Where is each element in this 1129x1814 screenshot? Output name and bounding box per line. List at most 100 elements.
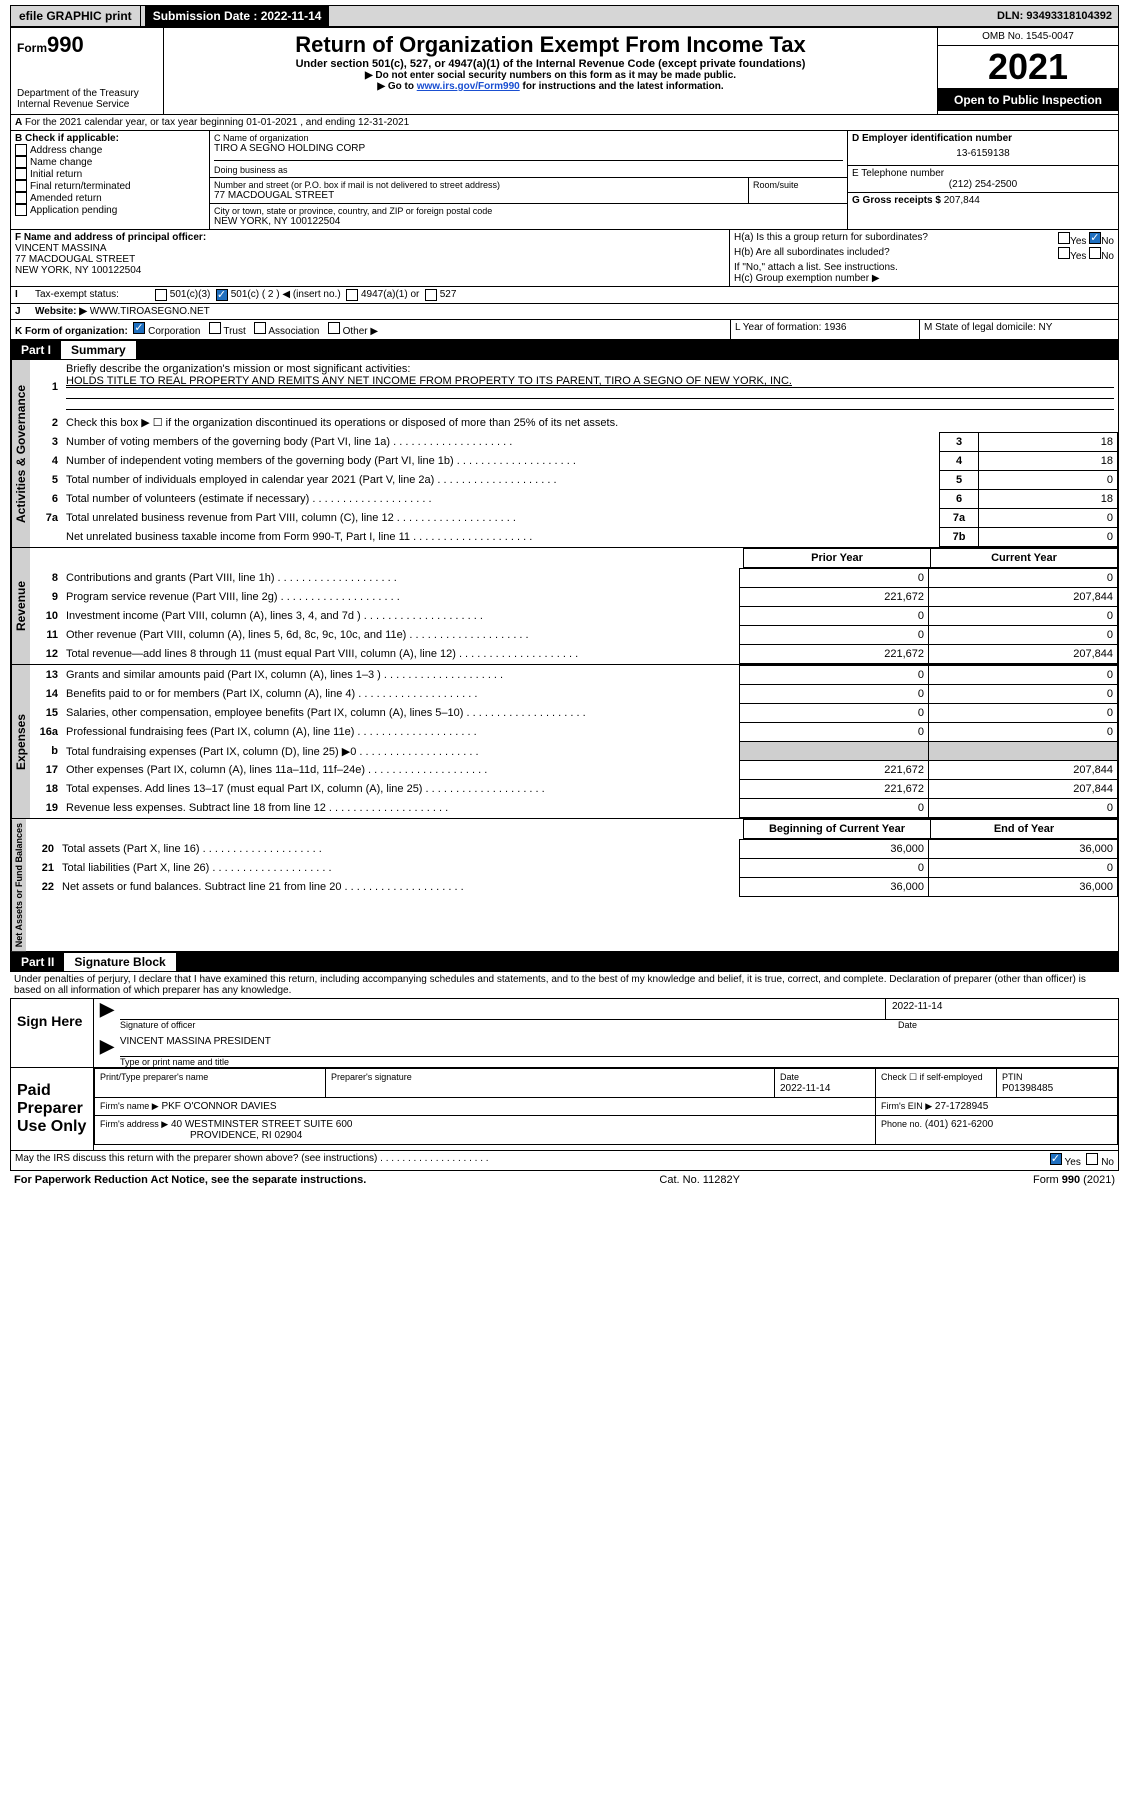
form-header: Form990 Department of the Treasury Inter… [10, 27, 1119, 115]
summary-row: 4Number of independent voting members of… [30, 452, 1118, 471]
form-title: Return of Organization Exempt From Incom… [170, 32, 931, 58]
discuss-row: May the IRS discuss this return with the… [10, 1151, 1119, 1171]
opt-address-change: Address change [30, 145, 102, 156]
opt-final-return: Final return/terminated [30, 181, 131, 192]
org-name: TIRO A SEGNO HOLDING CORP [214, 143, 843, 154]
paid-preparer-label: Paid Preparer Use Only [11, 1068, 93, 1150]
hb-yes: Yes [1070, 251, 1086, 262]
k-label: K Form of organization: [15, 326, 128, 337]
data-row: 21Total liabilities (Part X, line 26)00 [26, 859, 1118, 878]
prep-date-label: Date [780, 1072, 799, 1082]
prep-ptin-value: P01398485 [1002, 1083, 1053, 1094]
chk-hb-yes[interactable] [1058, 247, 1070, 259]
chk-discuss-no[interactable] [1086, 1153, 1098, 1165]
data-row: 20Total assets (Part X, line 16)36,00036… [26, 840, 1118, 859]
vtab-revenue: Revenue [11, 548, 30, 664]
dept-treasury: Department of the Treasury [17, 88, 157, 99]
form-instr-2a: ▶ Go to [377, 81, 416, 92]
firm-addr1: 40 WESTMINSTER STREET SUITE 600 [171, 1119, 353, 1130]
q1-value: HOLDS TITLE TO REAL PROPERTY AND REMITS … [66, 375, 792, 387]
omb-number: OMB No. 1545-0047 [938, 28, 1118, 46]
efile-print-button[interactable]: efile GRAPHIC print [11, 6, 141, 26]
data-row: 19Revenue less expenses. Subtract line 1… [30, 799, 1118, 818]
chk-amended-return[interactable] [15, 192, 27, 204]
firm-ein-label: Firm's EIN ▶ [881, 1101, 932, 1111]
chk-address-change[interactable] [15, 144, 27, 156]
form-instr-1: ▶ Do not enter social security numbers o… [170, 70, 931, 81]
chk-4947[interactable] [346, 289, 358, 301]
chk-trust[interactable] [209, 322, 221, 334]
form-id-footer: Form 990 (2021) [1033, 1174, 1115, 1186]
open-to-public: Open to Public Inspection [938, 89, 1118, 111]
website-value: WWW.TIROASEGNO.NET [90, 306, 210, 317]
part1-body: Activities & Governance 1 Briefly descri… [10, 360, 1119, 548]
opt-amended-return: Amended return [30, 193, 102, 204]
j-label: Website: ▶ [35, 306, 87, 317]
street-value: 77 MACDOUGAL STREET [214, 190, 744, 201]
opt-application-pending: Application pending [30, 205, 117, 216]
part1-tab: Part I [11, 341, 61, 359]
officer-name: VINCENT MASSINA [15, 243, 725, 254]
vtab-net: Net Assets or Fund Balances [11, 819, 26, 951]
opt-assoc: Association [268, 326, 319, 337]
part1-title: Summary [61, 341, 136, 359]
line-a-text: For the 2021 calendar year, or tax year … [25, 117, 409, 128]
chk-application-pending[interactable] [15, 204, 27, 216]
chk-initial-return[interactable] [15, 168, 27, 180]
vtab-activities: Activities & Governance [11, 360, 30, 547]
form-word: Form [17, 41, 47, 55]
hb-note: If "No," attach a list. See instructions… [734, 262, 1114, 273]
q2-text: Check this box ▶ ☐ if the organization d… [62, 413, 1118, 432]
chk-discuss-yes[interactable] [1050, 1153, 1062, 1165]
chk-501c[interactable] [216, 289, 228, 301]
irs-link[interactable]: www.irs.gov/Form990 [417, 81, 520, 92]
opt-4947: 4947(a)(1) or [361, 289, 419, 301]
data-row: 12Total revenue—add lines 8 through 11 (… [30, 645, 1118, 664]
part2-bar: Part II Signature Block [10, 952, 1119, 972]
data-row: 22Net assets or fund balances. Subtract … [26, 878, 1118, 897]
dept-irs: Internal Revenue Service [17, 99, 157, 110]
street-label: Number and street (or P.O. box if mail i… [214, 180, 744, 190]
chk-527[interactable] [425, 289, 437, 301]
i-label: Tax-exempt status: [35, 289, 155, 301]
phone-value: (212) 254-2500 [852, 179, 1114, 190]
prep-name-label: Print/Type preparer's name [100, 1072, 208, 1082]
opt-527: 527 [440, 289, 457, 301]
chk-corp[interactable] [133, 322, 145, 334]
hb-no: No [1101, 251, 1114, 262]
officer-street: 77 MACDOUGAL STREET [15, 254, 725, 265]
sign-here-label: Sign Here [11, 999, 93, 1067]
ha-label: H(a) Is this a group return for subordin… [734, 232, 1058, 247]
sign-here-block: Sign Here ▶ 2022-11-14 Signature of offi… [10, 998, 1119, 1068]
tax-year: 2021 [938, 46, 1118, 89]
dln-label: DLN: 93493318104392 [991, 7, 1118, 25]
opt-501c3: 501(c)(3) [170, 289, 211, 301]
chk-final-return[interactable] [15, 180, 27, 192]
chk-hb-no[interactable] [1089, 247, 1101, 259]
chk-ha-no[interactable] [1089, 232, 1101, 244]
opt-trust: Trust [223, 326, 245, 337]
q1-label: Briefly describe the organization's miss… [66, 363, 410, 375]
opt-initial-return: Initial return [30, 169, 82, 180]
form-instr-2b: for instructions and the latest informat… [523, 81, 724, 92]
discuss-no: No [1101, 1157, 1114, 1168]
summary-row: 7aTotal unrelated business revenue from … [30, 509, 1118, 528]
m-state: M State of legal domicile: NY [919, 320, 1118, 339]
gross-receipts: 207,844 [944, 195, 980, 206]
netassets-block: Net Assets or Fund Balances Beginning of… [10, 819, 1119, 952]
chk-assoc[interactable] [254, 322, 266, 334]
entity-block: B Check if applicable: Address change Na… [10, 131, 1119, 230]
b-label: B Check if applicable: [15, 133, 205, 144]
prep-ptin-label: PTIN [1002, 1072, 1023, 1082]
opt-corp: Corporation [148, 326, 200, 337]
chk-name-change[interactable] [15, 156, 27, 168]
firm-phone: (401) 621-6200 [925, 1119, 993, 1130]
data-row: bTotal fundraising expenses (Part IX, co… [30, 742, 1118, 761]
dba-label: Doing business as [214, 160, 843, 175]
chk-501c3[interactable] [155, 289, 167, 301]
room-label: Room/suite [753, 180, 843, 190]
col-prior: Prior Year [744, 549, 931, 568]
chk-ha-yes[interactable] [1058, 232, 1070, 244]
chk-other[interactable] [328, 322, 340, 334]
k-l-m-block: K Form of organization: Corporation Trus… [10, 320, 1119, 340]
